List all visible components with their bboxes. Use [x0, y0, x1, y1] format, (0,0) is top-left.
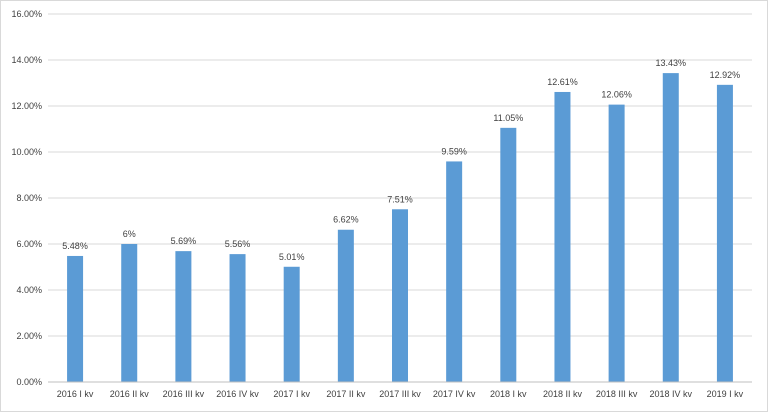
- bar: [392, 209, 408, 382]
- bar: [67, 255, 84, 382]
- bar: [500, 127, 517, 382]
- x-category-label: 2016 II kv: [110, 389, 150, 399]
- bar: [554, 91, 571, 382]
- bar: [608, 104, 625, 383]
- x-category-label: 2017 III kv: [379, 389, 421, 399]
- y-tick-label: 14.00%: [11, 55, 42, 65]
- y-tick-label: 2.00%: [16, 331, 42, 341]
- gridlines: [48, 13, 752, 337]
- data-label: 5.69%: [171, 236, 197, 246]
- data-label: 6.62%: [333, 215, 359, 225]
- y-tick-label: 10.00%: [11, 147, 42, 157]
- data-labels: 5.48% 6% 5.69% 5.56% 5.01% 6.62% 7.51% 9.59% 11.…: [62, 58, 740, 262]
- data-label: 5.48%: [62, 241, 88, 251]
- y-tick-label: 16.00%: [11, 9, 42, 19]
- y-tick-label: 6.00%: [16, 239, 42, 249]
- y-tick-label: 12.00%: [11, 101, 42, 111]
- bar: [337, 229, 354, 382]
- data-label: 12.92%: [710, 70, 741, 80]
- y-axis-ticks: 0.00% 2.00% 4.00% 6.00% 8.00% 10.00% 12.00% 14.…: [11, 9, 42, 387]
- bar: [662, 73, 679, 383]
- data-label: 5.56%: [225, 239, 251, 249]
- bar: [716, 84, 733, 382]
- data-label: 9.59%: [441, 146, 467, 156]
- x-category-label: 2019 I kv: [707, 389, 744, 399]
- bar: [229, 254, 246, 382]
- data-label: 12.06%: [601, 90, 632, 100]
- x-category-label: 2018 IV kv: [650, 389, 693, 399]
- data-label: 5.01%: [279, 252, 305, 262]
- data-label: 13.43%: [656, 58, 687, 68]
- x-category-label: 2016 I kv: [57, 389, 94, 399]
- data-label: 6%: [123, 229, 136, 239]
- x-category-label: 2017 I kv: [273, 389, 310, 399]
- bar: [121, 244, 138, 382]
- data-label: 7.51%: [387, 194, 413, 204]
- x-category-label: 2018 II kv: [543, 389, 583, 399]
- x-category-label: 2017 II kv: [326, 389, 366, 399]
- bars: [67, 73, 733, 383]
- x-category-label: 2016 IV kv: [216, 389, 259, 399]
- x-axis-categories: 2016 I kv 2016 II kv 2016 III kv 2016 IV kv…: [57, 389, 744, 399]
- y-tick-label: 8.00%: [16, 193, 42, 203]
- x-category-label: 2018 III kv: [596, 389, 638, 399]
- x-category-label: 2017 IV kv: [433, 389, 476, 399]
- bar: [175, 251, 192, 382]
- y-tick-label: 0.00%: [16, 377, 42, 387]
- data-label: 12.61%: [547, 77, 578, 87]
- y-tick-label: 4.00%: [16, 285, 42, 295]
- data-label: 11.05%: [493, 113, 523, 123]
- x-category-label: 2018 I kv: [490, 389, 527, 399]
- bar: [283, 266, 300, 382]
- x-category-label: 2016 III kv: [163, 389, 205, 399]
- bar: [446, 161, 463, 382]
